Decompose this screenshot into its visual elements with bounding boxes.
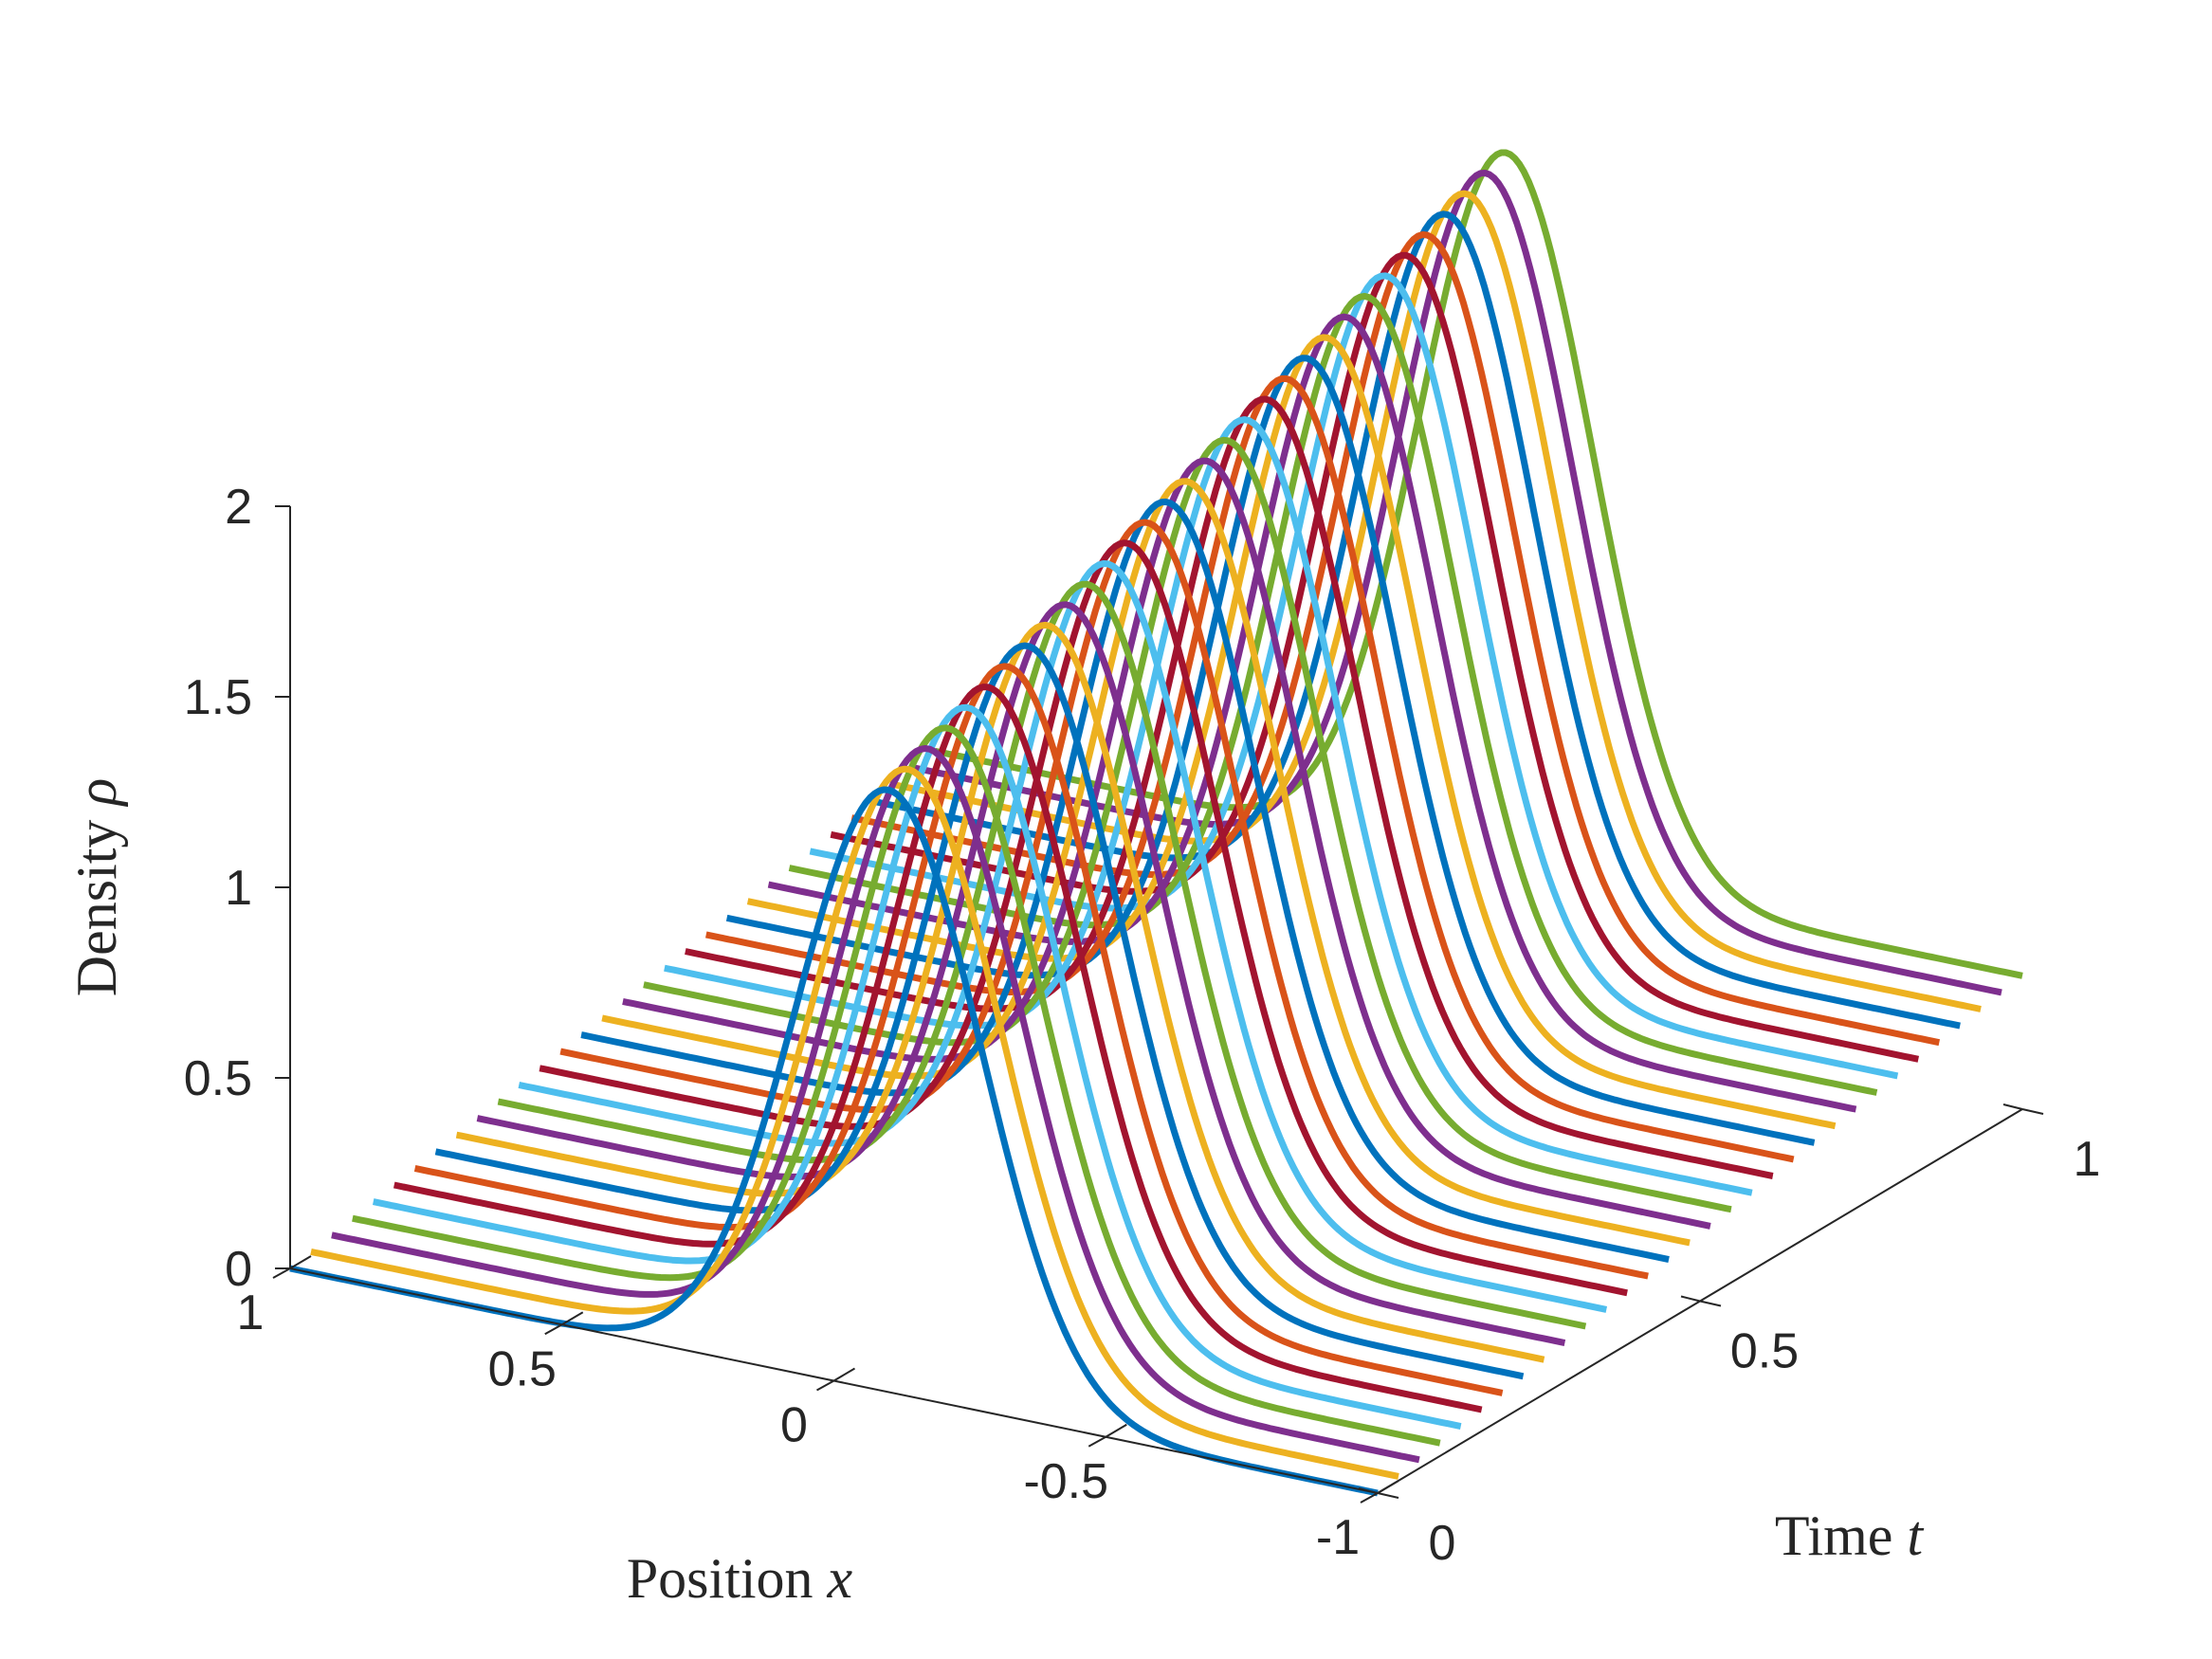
y-tick-outer — [1699, 1300, 1722, 1307]
tick-labels: 0 0.5 1 1.5 2 1 0.5 0 -0.5 -1 0 0.5 1 — [184, 480, 2101, 1571]
x-tick-label: -0.5 — [1023, 1454, 1108, 1509]
z-tick-label: 2 — [225, 480, 252, 535]
density-curve-t10 — [497, 580, 1587, 1330]
y-tick-label: 1 — [2074, 1132, 2101, 1187]
x-tick-outer — [544, 1323, 563, 1336]
x-tick — [289, 1255, 312, 1269]
x-tick — [1105, 1423, 1127, 1438]
x-tick-outer — [1360, 1492, 1379, 1504]
density-curve-t2 — [331, 745, 1420, 1464]
x-tick — [1377, 1480, 1399, 1494]
y-tick-label: 0 — [1429, 1516, 1456, 1571]
x-axis-title: Position x — [627, 1547, 853, 1610]
x-tick-outer — [816, 1379, 834, 1392]
density-curve-t6 — [413, 663, 1504, 1396]
y-tick — [2002, 1103, 2023, 1110]
x-tick-outer — [1088, 1435, 1106, 1448]
z-tick-label: 0 — [225, 1242, 252, 1297]
y-tick-label: 0.5 — [1730, 1324, 1799, 1379]
x-tick-label: 0.5 — [488, 1341, 557, 1396]
y-tick — [1358, 1487, 1379, 1494]
y-tick — [1680, 1295, 1701, 1303]
z-tick-label: 1 — [225, 861, 252, 916]
x-tick-label: 1 — [237, 1285, 265, 1340]
density-curve-t11 — [518, 560, 1608, 1313]
y-tick-outer — [2021, 1108, 2044, 1115]
z-tick-label: 0.5 — [184, 1051, 252, 1106]
y-tick-outer — [1377, 1492, 1399, 1499]
z-tick-label: 1.5 — [184, 670, 252, 725]
density-curve-t3 — [352, 724, 1441, 1447]
density-curves — [289, 149, 2023, 1497]
x-tick — [832, 1367, 856, 1382]
density-curve-t14 — [580, 498, 1670, 1264]
x-tick — [561, 1311, 584, 1326]
x-tick-label: -1 — [1316, 1510, 1360, 1565]
density-curve-t13 — [559, 519, 1649, 1280]
density-curve-t12 — [539, 539, 1628, 1297]
density-curve-t4 — [372, 703, 1462, 1431]
density-curve-t20 — [704, 374, 1795, 1163]
density-curve-t5 — [393, 684, 1483, 1413]
density-curve-t1 — [310, 765, 1399, 1480]
density-curve-t19 — [685, 395, 1774, 1179]
x-tick-label: 0 — [780, 1398, 808, 1453]
tick-marks — [272, 505, 2044, 1504]
x-tick-outer — [272, 1267, 291, 1279]
z-axis-title: Density ρ — [65, 778, 128, 996]
density-curve-t18 — [664, 416, 1753, 1196]
y-axis-title: Time t — [1775, 1504, 1925, 1567]
